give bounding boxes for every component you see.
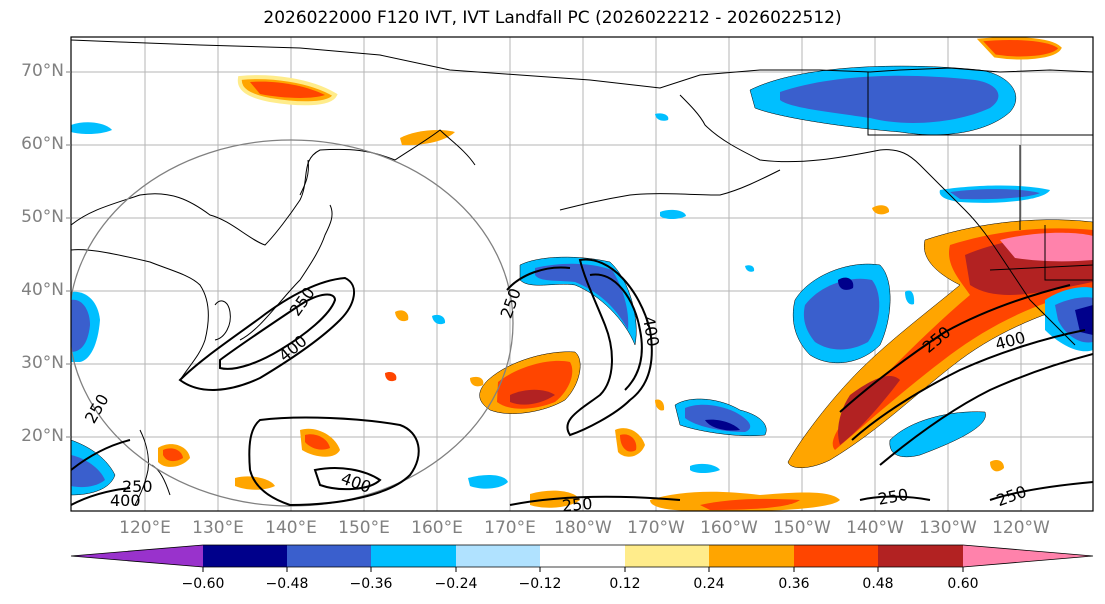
colorbar — [70, 544, 1094, 572]
lat-label: 60°N — [21, 134, 64, 154]
lat-label: 30°N — [21, 353, 64, 373]
colorbar-tick-label: −0.12 — [518, 576, 562, 592]
lon-label: 160°E — [411, 518, 463, 538]
map-title: 2026022000 F120 IVT, IVT Landfall PC (20… — [263, 8, 842, 28]
shading-west-positive — [787, 219, 1093, 468]
colorbar-swatch — [794, 545, 878, 567]
shading-west-pacific — [71, 75, 508, 496]
lon-label: 160°W — [700, 518, 758, 538]
colorbar-tick-label: −0.24 — [434, 576, 478, 592]
shading-nepac-negative — [792, 185, 1093, 458]
colorbar-swatch — [371, 545, 456, 567]
shading-alaska-negative — [749, 37, 1062, 135]
colorbar-swatch — [71, 545, 203, 567]
colorbar-tick-label: 0.24 — [693, 576, 725, 592]
colorbar-tick-label: 0.60 — [947, 576, 979, 592]
colorbar-tick-label: −0.48 — [265, 576, 309, 592]
lon-label: 140°W — [846, 518, 904, 538]
lon-label: 130°W — [919, 518, 977, 538]
coastlines — [71, 39, 1093, 506]
colorbar-swatch — [456, 545, 540, 567]
shading-central-pacific — [479, 256, 840, 511]
lon-label: 150°E — [338, 518, 390, 538]
lon-label: 150°W — [773, 518, 831, 538]
lon-label: 130°E — [192, 518, 244, 538]
lat-label: 70°N — [21, 61, 64, 81]
colorbar-swatch — [540, 545, 625, 567]
ivt-contours — [71, 258, 1093, 507]
colorbar-swatch — [878, 545, 963, 567]
lat-label: 40°N — [21, 280, 64, 300]
contour-label: 250 — [994, 482, 1029, 510]
shading-small — [655, 113, 1004, 473]
lat-label: 50°N — [21, 207, 64, 227]
colorbar-swatch — [709, 545, 794, 567]
colorbar-tick-label: −0.36 — [349, 576, 393, 592]
contour-label: 400 — [275, 331, 311, 365]
colorbar-swatch — [963, 545, 1093, 567]
colorbar-swatch — [625, 545, 709, 567]
colorbar-swatch — [203, 545, 287, 567]
contour-label: 250 — [81, 391, 113, 427]
lon-label: 170°W — [627, 518, 685, 538]
colorbar-tick-label: −0.60 — [181, 576, 225, 592]
axis-ticks — [66, 71, 71, 438]
colorbar-tick-label: 0.48 — [862, 576, 894, 592]
map-content: 250 400 400 250 400 250 400 250 250 250 … — [71, 37, 1093, 516]
map-frame — [70, 36, 1094, 512]
lon-label: 120°E — [119, 518, 171, 538]
lon-label: 180°W — [554, 518, 612, 538]
lon-label: 120°W — [992, 518, 1050, 538]
reference-ellipse — [71, 139, 514, 507]
contour-label: 250 — [122, 477, 153, 496]
colorbar-tick-label: 0.12 — [609, 576, 641, 592]
lon-label: 170°E — [484, 518, 536, 538]
colorbar-swatch — [287, 545, 371, 567]
contour-label: 250 — [561, 494, 593, 516]
contour-label: 400 — [110, 491, 141, 510]
contour-label: 250 — [876, 485, 909, 509]
colorbar-tick-label: 0.36 — [778, 576, 810, 592]
lat-label: 20°N — [21, 426, 64, 446]
gridlines — [71, 37, 1093, 511]
lon-label: 140°E — [265, 518, 317, 538]
contour-label: 400 — [339, 469, 374, 497]
